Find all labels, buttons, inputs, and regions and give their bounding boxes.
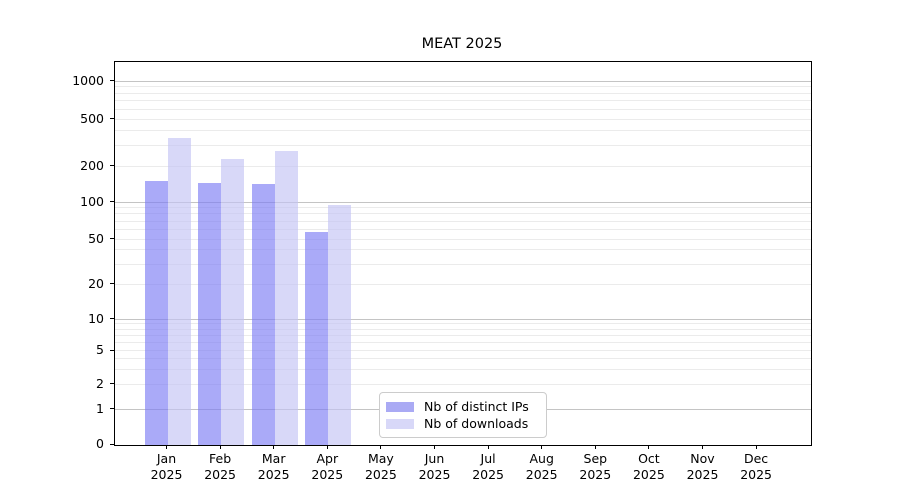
gridline-400 — [115, 129, 811, 131]
y-tick-label-100: 100 — [80, 193, 104, 209]
bar-apr-ips — [305, 231, 329, 445]
bar-jan-downloads — [167, 137, 191, 445]
gridline-900 — [115, 86, 811, 88]
y-tick-label-20: 20 — [88, 275, 104, 291]
gridline-5 — [115, 350, 811, 351]
gridline-3 — [115, 368, 811, 370]
gridline-50 — [115, 238, 811, 240]
x-tick-mark-feb — [219, 445, 221, 449]
legend-item-distinct-ips: Nb of distinct IPs — [386, 398, 538, 415]
bar-feb-ips — [198, 183, 222, 445]
y-tick-mark-20 — [110, 283, 114, 284]
legend-label-downloads: Nb of downloads — [424, 415, 529, 431]
y-tick-mark-1000 — [110, 80, 114, 81]
gridline-9 — [115, 323, 811, 325]
legend-swatch-distinct-ips — [386, 401, 414, 412]
x-tick-label-apr: Apr 2025 — [311, 451, 344, 482]
gridline-800 — [115, 92, 811, 94]
x-tick-mark-dec — [755, 445, 757, 449]
legend-label-distinct-ips: Nb of distinct IPs — [424, 398, 529, 414]
gridline-90 — [115, 207, 811, 209]
gridline-40 — [115, 249, 811, 251]
gridline-1000 — [115, 80, 811, 82]
gridline-700 — [115, 100, 811, 101]
gridline-30 — [115, 263, 811, 265]
y-tick-label-1: 1 — [96, 400, 104, 416]
gridline-2 — [115, 383, 811, 385]
gridline-100 — [115, 201, 811, 203]
gridline-300 — [115, 144, 811, 146]
x-tick-label-sep: Sep 2025 — [579, 451, 612, 482]
y-tick-mark-50 — [110, 238, 114, 239]
x-tick-mark-oct — [648, 445, 650, 449]
x-tick-mark-jun — [434, 445, 435, 449]
gridline-200 — [115, 165, 811, 167]
x-tick-label-nov: Nov 2025 — [686, 451, 719, 482]
x-tick-mark-sep — [594, 445, 596, 449]
x-tick-label-mar: Mar 2025 — [257, 451, 290, 482]
legend-item-downloads: Nb of downloads — [386, 415, 538, 432]
bar-mar-downloads — [274, 151, 298, 445]
bar-jan-ips — [144, 181, 168, 445]
gridline-8 — [115, 328, 811, 330]
y-tick-mark-500 — [110, 118, 114, 119]
plot-area — [114, 61, 812, 446]
x-tick-mark-may — [380, 445, 382, 449]
y-tick-label-2: 2 — [96, 375, 104, 391]
gridline-70 — [115, 220, 811, 222]
x-tick-label-jul: Jul 2025 — [472, 451, 504, 482]
y-tick-mark-5 — [110, 349, 114, 351]
x-tick-label-may: May 2025 — [364, 451, 397, 482]
y-tick-label-1000: 1000 — [72, 72, 104, 88]
y-tick-label-500: 500 — [80, 110, 104, 126]
gridline-7 — [115, 334, 811, 336]
x-tick-mark-apr — [326, 445, 328, 449]
gridline-60 — [115, 228, 811, 230]
y-tick-label-200: 200 — [80, 157, 104, 173]
x-tick-label-aug: Aug 2025 — [525, 451, 558, 482]
y-tick-label-10: 10 — [88, 310, 104, 326]
gridline-600 — [115, 108, 811, 110]
gridline-80 — [115, 213, 811, 215]
y-tick-mark-100 — [110, 201, 114, 202]
x-tick-mark-mar — [273, 445, 275, 449]
x-tick-label-feb: Feb 2025 — [204, 451, 236, 482]
y-tick-mark-10 — [110, 318, 114, 319]
bar-apr-downloads — [328, 205, 352, 445]
x-tick-mark-nov — [702, 445, 703, 449]
x-tick-label-oct: Oct 2025 — [632, 451, 665, 482]
gridline-6 — [115, 341, 811, 343]
x-tick-mark-jan — [166, 445, 167, 449]
y-tick-mark-200 — [110, 165, 114, 166]
y-tick-mark-1 — [110, 408, 114, 409]
chart-title: MEAT 2025 — [421, 36, 503, 52]
x-tick-label-jun: Jun 2025 — [418, 451, 451, 482]
gridline-10 — [115, 318, 811, 320]
x-tick-label-dec: Dec 2025 — [740, 451, 772, 482]
gridline-500 — [115, 118, 811, 120]
x-tick-label-jan: Jan 2025 — [150, 451, 183, 482]
bar-mar-ips — [251, 184, 275, 445]
y-tick-label-50: 50 — [88, 230, 104, 246]
legend: Nb of distinct IPs Nb of downloads — [379, 392, 547, 438]
x-tick-mark-aug — [541, 445, 543, 449]
y-tick-mark-2 — [110, 383, 114, 384]
bar-feb-downloads — [221, 159, 245, 445]
y-tick-mark-0 — [110, 443, 114, 445]
legend-swatch-downloads — [386, 418, 414, 429]
y-tick-label-5: 5 — [96, 342, 104, 357]
gridline-20 — [115, 283, 811, 285]
gridline-4 — [115, 358, 811, 360]
y-tick-label-0: 0 — [96, 436, 104, 451]
x-tick-mark-jul — [487, 445, 489, 449]
